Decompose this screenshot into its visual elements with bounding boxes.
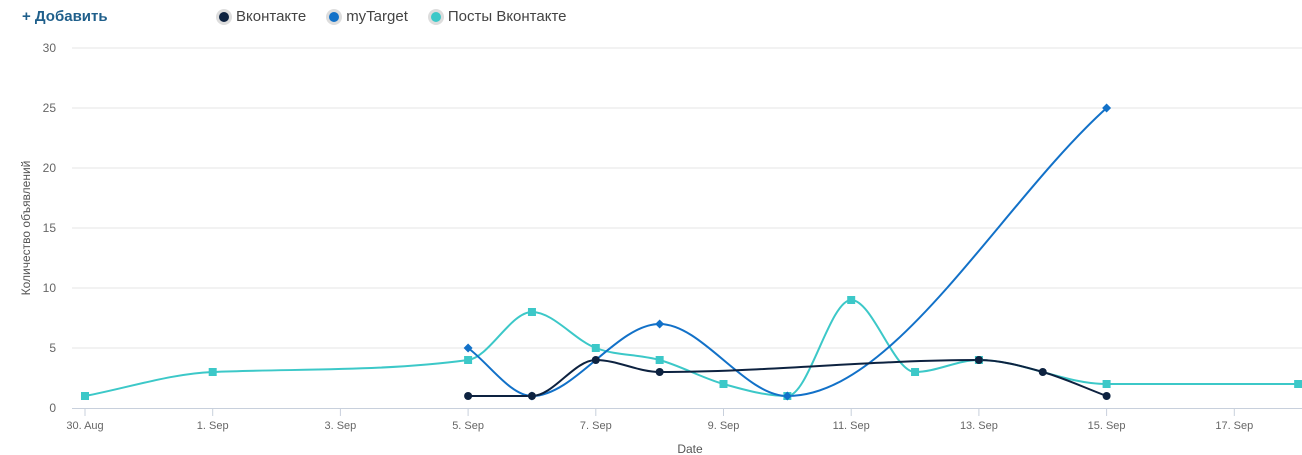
data-point-marker[interactable] xyxy=(1102,380,1111,388)
x-tick-label: 1. Sep xyxy=(197,420,229,432)
data-point-marker[interactable] xyxy=(591,344,600,352)
series-lines xyxy=(84,107,1299,398)
data-point-marker[interactable] xyxy=(655,356,664,364)
y-tick-label: 25 xyxy=(43,101,57,115)
x-tick-label: 3. Sep xyxy=(324,420,356,432)
data-point-marker[interactable] xyxy=(464,356,473,364)
data-point-marker[interactable] xyxy=(847,296,856,304)
data-point-marker[interactable] xyxy=(81,392,89,400)
data-point-marker[interactable] xyxy=(464,392,473,400)
data-point-marker[interactable] xyxy=(911,368,920,376)
x-tick-label: 13. Sep xyxy=(960,420,998,432)
x-tick-label: 15. Sep xyxy=(1088,420,1126,432)
data-point-marker[interactable] xyxy=(527,392,536,400)
grid-lines xyxy=(72,47,1302,349)
x-tick-label: 17. Sep xyxy=(1215,420,1253,432)
data-point-marker[interactable] xyxy=(782,391,792,401)
y-tick-label: 20 xyxy=(43,161,57,175)
data-point-marker[interactable] xyxy=(655,368,664,376)
x-tick-label: 9. Sep xyxy=(708,420,740,432)
legend-dot-icon xyxy=(216,8,232,25)
data-point-marker[interactable] xyxy=(1294,380,1302,388)
series-line xyxy=(467,107,1108,398)
x-axis-title: Date xyxy=(677,442,703,455)
y-tick-label: 5 xyxy=(49,341,56,355)
data-point-marker[interactable] xyxy=(463,343,473,353)
legend-label: myTarget xyxy=(346,8,408,25)
data-point-marker[interactable] xyxy=(591,356,600,364)
axes: 0 5 10 15 20 25 30 30. Aug 1. Sep 3. Sep 5. Sep 7. … xyxy=(43,41,1302,432)
series-line xyxy=(468,358,1107,398)
data-point-marker[interactable] xyxy=(719,380,728,388)
data-point-marker[interactable] xyxy=(527,308,536,316)
legend-label: Вконтакте xyxy=(236,8,307,25)
y-tick-label: 30 xyxy=(43,41,57,55)
data-point-marker[interactable] xyxy=(1102,103,1112,113)
legend-label: Посты Вконтакте xyxy=(447,8,567,25)
y-axis-title: Количество объявлений xyxy=(19,161,33,296)
legend-dot-icon xyxy=(427,8,444,25)
series-markers xyxy=(81,103,1302,401)
y-tick-label: 10 xyxy=(43,281,57,295)
y-tick-label: 0 xyxy=(49,401,56,415)
legend-item-mytarget[interactable]: myTarget xyxy=(326,8,408,25)
y-tick-label: 15 xyxy=(43,221,57,235)
add-button[interactable]: + Добавить xyxy=(22,8,108,25)
chart-legend: Вконтакте myTarget Посты Вконтакте xyxy=(216,8,567,25)
x-tick-label: 30. Aug xyxy=(66,420,103,432)
legend-item-vkontakte[interactable]: Вконтакте xyxy=(216,8,306,25)
x-tick-label: 7. Sep xyxy=(580,420,612,432)
data-point-marker[interactable] xyxy=(208,368,217,376)
x-tick-label: 11. Sep xyxy=(833,420,870,432)
chart-toolbar: + Добавить Вконтакте myTarget Посты Вкон… xyxy=(0,0,1302,36)
data-point-marker[interactable] xyxy=(1038,368,1047,376)
legend-item-vk-posts[interactable]: Посты Вконтакте xyxy=(427,8,567,25)
data-point-marker[interactable] xyxy=(655,319,665,329)
legend-dot-icon xyxy=(326,8,343,25)
x-tick-label: 5. Sep xyxy=(452,420,484,432)
data-point-marker[interactable] xyxy=(1102,392,1111,400)
data-point-marker[interactable] xyxy=(974,356,983,364)
